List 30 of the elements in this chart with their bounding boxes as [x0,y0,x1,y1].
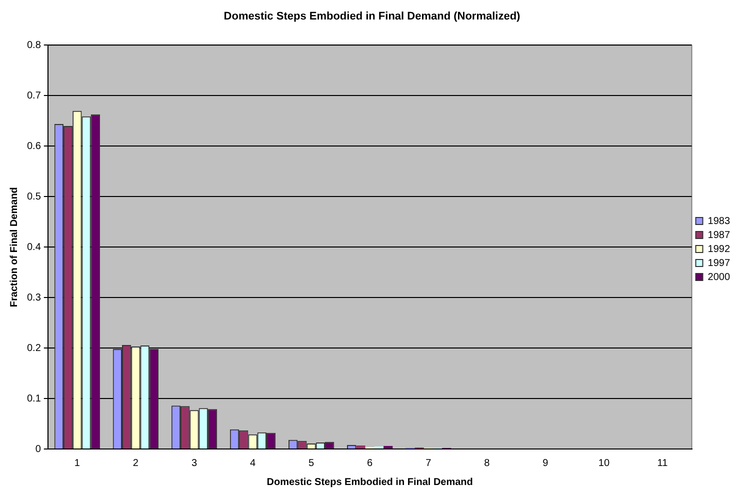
y-tick-label: 0.8 [26,40,42,51]
y-tick-label: 0.6 [26,140,42,152]
legend-label: 1992 [708,244,730,255]
x-tick-label: 11 [657,458,668,469]
x-tick-label: 7 [426,458,432,469]
y-tick-label: 0.5 [26,191,42,202]
y-tick-label: 0 [35,444,42,455]
x-tick-label: 4 [250,458,256,469]
x-tick-label: 1 [74,458,80,469]
bar [384,446,393,448]
x-tick-label: 8 [484,458,490,469]
y-tick-label: 0.7 [26,90,42,102]
x-tick-label: 5 [308,458,315,469]
x-tick-label: 9 [542,458,549,469]
legend-label: 1997 [708,258,730,269]
chart-title: Domestic Steps Embodied in Final Demand (Normalized) [224,10,521,23]
bar [356,445,366,448]
x-tick-label: 10 [598,458,610,469]
x-tick-label: 3 [191,458,198,469]
legend-label: 1983 [708,216,730,227]
y-axis-title: Fraction of Final Demand [8,187,20,308]
y-tick-label: 0.2 [26,342,42,354]
x-axis-title: Domestic Steps Embodied in Final Demand [266,476,473,488]
y-tick-label: 0.3 [26,292,42,304]
x-tick-label: 6 [367,458,374,469]
y-tick-label: 0.4 [26,242,42,253]
x-tick-label: 2 [132,458,139,469]
y-tick-label: 0.1 [26,393,42,404]
legend-label: 2000 [708,272,730,283]
legend-label: 1987 [708,230,730,241]
